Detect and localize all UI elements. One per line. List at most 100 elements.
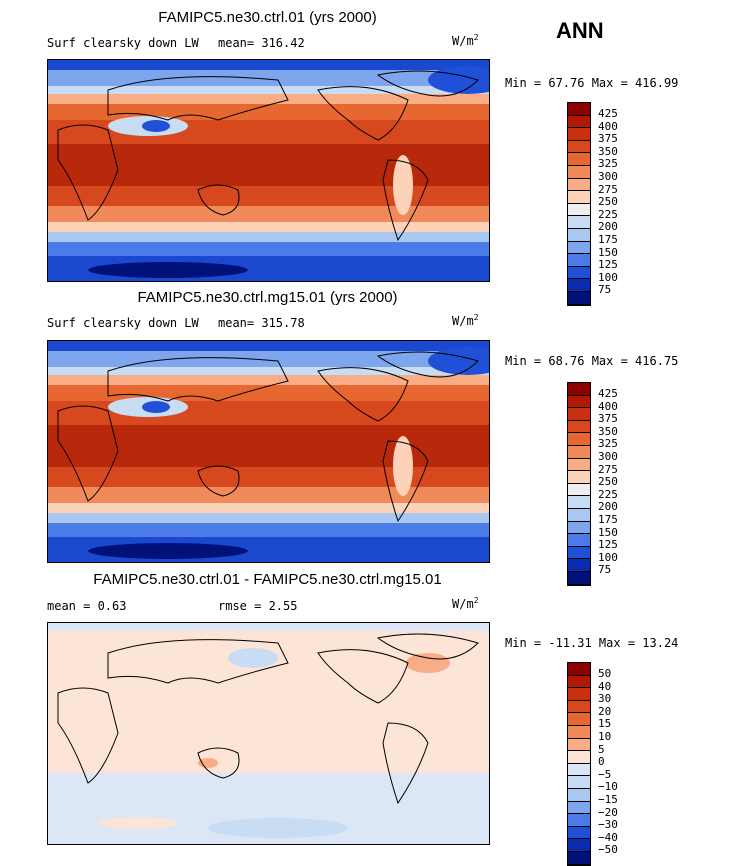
colorbar-swatch [568, 458, 590, 472]
colorbar-label: 125 [598, 258, 618, 272]
colorbar-swatch [568, 571, 590, 585]
colorbar-label: 175 [598, 512, 618, 526]
colorbar-swatch [568, 178, 590, 192]
colorbar-label: 225 [598, 207, 618, 221]
colorbar-label: 325 [598, 437, 618, 451]
colorbar-swatch [568, 115, 590, 129]
colorbar-label: 300 [598, 449, 618, 463]
colorbar-swatch [568, 521, 590, 535]
colorbar-label: 250 [598, 195, 618, 209]
colorbar-label: 175 [598, 232, 618, 246]
colorbar-swatch [568, 508, 590, 522]
colorbar-swatch [568, 433, 590, 446]
panel1-map [47, 59, 490, 282]
colorbar-swatch [568, 140, 590, 154]
panel1-units: W/m2 [452, 33, 479, 48]
colorbar-swatch [568, 738, 590, 752]
colorbar-swatch [568, 826, 590, 840]
panel2-map [47, 340, 490, 563]
colorbar-swatch [568, 688, 590, 701]
colorbar-swatch [568, 445, 590, 459]
colorbar-swatch [568, 700, 590, 714]
panel1-colorbar [567, 102, 591, 306]
colorbar-label: 20 [598, 704, 612, 718]
colorbar-label: −30 [598, 818, 618, 832]
colorbar-swatch [568, 254, 590, 267]
colorbar-swatch [568, 839, 590, 852]
panel3-minmax: Min = -11.31 Max = 13.24 [505, 636, 679, 650]
colorbar-swatch [568, 763, 590, 777]
colorbar-label: 375 [598, 132, 618, 146]
colorbar-label: 275 [598, 462, 618, 476]
panel1-colorbar-labels: 425 400 375 350 325 300 275 250 225 200 175 150 125 1… [598, 107, 618, 297]
colorbar-swatch [568, 483, 590, 497]
panel2-mean: mean= 315.78 [218, 316, 305, 330]
colorbar-label: 200 [598, 500, 618, 514]
panel3-map [47, 622, 490, 845]
panel2-minmax: Min = 68.76 Max = 416.75 [505, 354, 679, 368]
colorbar-swatch [568, 725, 590, 739]
colorbar-label: 125 [598, 538, 618, 552]
panel1-title: FAMIPC5.ne30.ctrl.01 (yrs 2000) [158, 9, 377, 26]
panel3-title: FAMIPC5.ne30.ctrl.01 - FAMIPC5.ne30.ctrl… [93, 571, 442, 588]
colorbar-swatch [568, 383, 590, 396]
colorbar-label: 425 [598, 387, 618, 400]
panel3-rmse: rmse = 2.55 [218, 599, 298, 613]
colorbar-label: 200 [598, 220, 618, 234]
colorbar-swatch [568, 128, 590, 141]
panel2-units: W/m2 [452, 313, 479, 328]
colorbar-label: 0 [598, 755, 605, 769]
colorbar-label: 50 [598, 667, 612, 680]
colorbar-label: 250 [598, 475, 618, 489]
colorbar-swatch [568, 165, 590, 179]
panel3-colorbar [567, 662, 591, 866]
colorbar-label: 40 [598, 679, 612, 693]
colorbar-swatch [568, 559, 590, 572]
colorbar-swatch [568, 408, 590, 421]
colorbar-swatch [568, 241, 590, 255]
colorbar-swatch [568, 713, 590, 726]
panel2-colorbar [567, 382, 591, 586]
colorbar-swatch [568, 291, 590, 305]
colorbar-label: 350 [598, 144, 618, 158]
colorbar-label: 150 [598, 245, 618, 259]
colorbar-swatch [568, 203, 590, 217]
panel3-colorbar-labels: 50 40 30 20 15 10 5 0 −5 −10 −15 −20 −30 −40 −50 [598, 667, 618, 857]
colorbar-swatch [568, 801, 590, 815]
colorbar-label: −15 [598, 792, 618, 806]
colorbar-label: 100 [598, 550, 618, 564]
panel2-variable: Surf clearsky down LW [47, 316, 199, 330]
colorbar-label: 75 [598, 283, 612, 297]
colorbar-swatch [568, 851, 590, 865]
colorbar-label: 300 [598, 169, 618, 183]
colorbar-label: 225 [598, 487, 618, 501]
colorbar-label: 400 [598, 399, 618, 413]
panel2-colorbar-labels: 425 400 375 350 325 300 275 250 225 200 175 150 125 1… [598, 387, 618, 577]
colorbar-label: 275 [598, 182, 618, 196]
colorbar-label: 10 [598, 729, 612, 743]
colorbar-swatch [568, 395, 590, 409]
panel3-map-svg [48, 623, 489, 844]
colorbar-label: 30 [598, 692, 612, 706]
season-label: ANN [556, 18, 604, 43]
colorbar-swatch [568, 103, 590, 116]
colorbar-label: −50 [598, 843, 618, 857]
panel3-mean: mean = 0.63 [47, 599, 127, 613]
colorbar-swatch [568, 675, 590, 689]
colorbar-swatch [568, 228, 590, 242]
colorbar-label: 5 [598, 742, 605, 756]
colorbar-label: 350 [598, 424, 618, 438]
colorbar-label: −40 [598, 830, 618, 844]
colorbar-label: 150 [598, 525, 618, 539]
panel1-mean: mean= 316.42 [218, 36, 305, 50]
colorbar-swatch [568, 534, 590, 547]
colorbar-swatch [568, 814, 590, 827]
colorbar-swatch [568, 216, 590, 229]
panel1-map-svg [48, 60, 489, 281]
colorbar-swatch [568, 420, 590, 434]
colorbar-label: 425 [598, 107, 618, 120]
colorbar-label: 375 [598, 412, 618, 426]
panel1-variable: Surf clearsky down LW [47, 36, 199, 50]
colorbar-label: 400 [598, 119, 618, 133]
colorbar-label: 325 [598, 157, 618, 171]
